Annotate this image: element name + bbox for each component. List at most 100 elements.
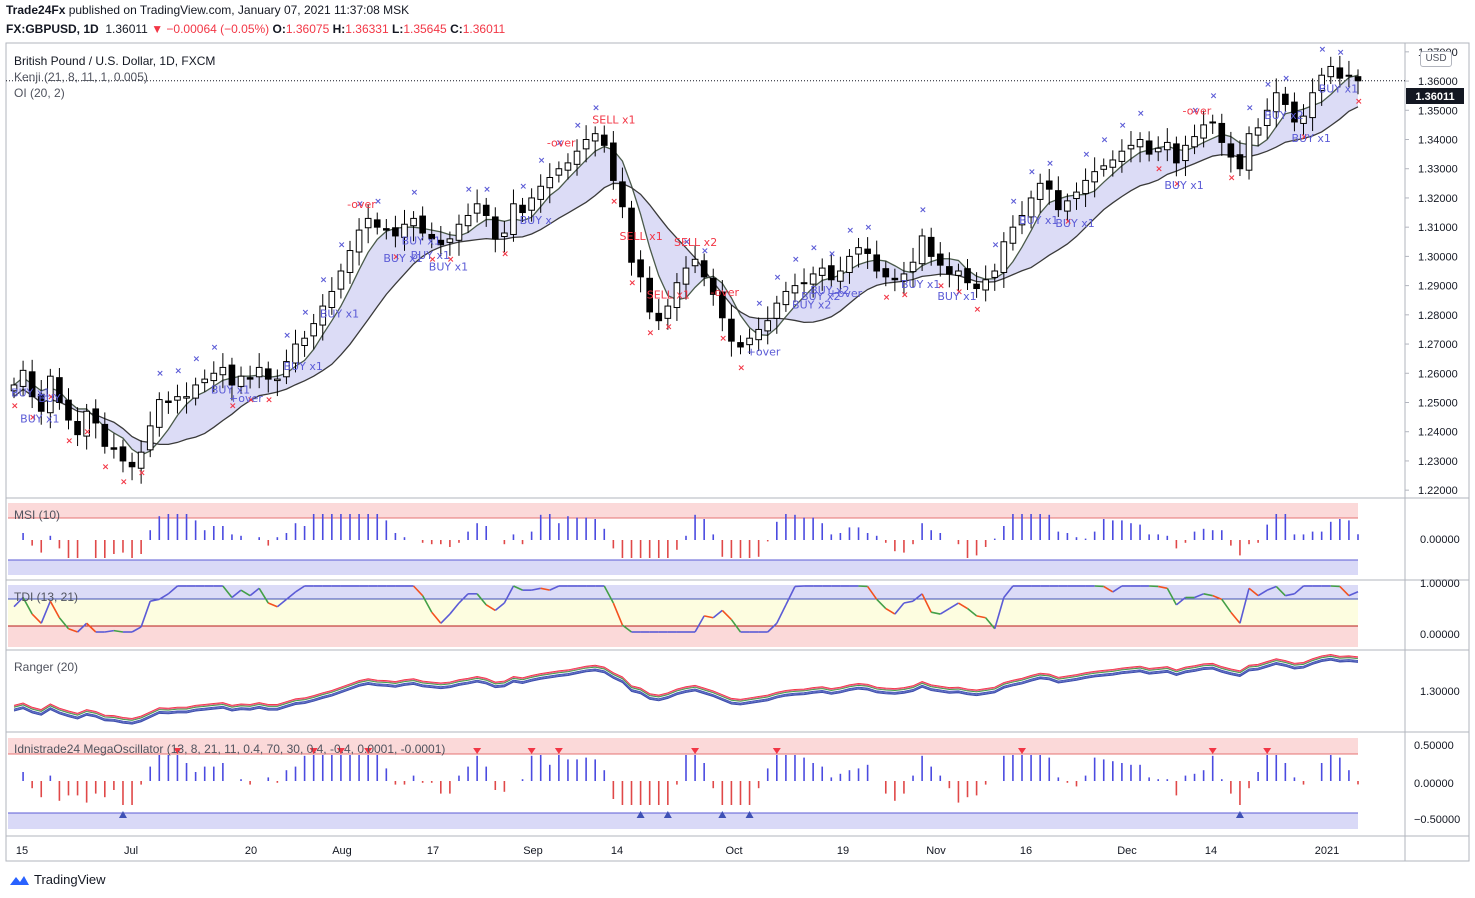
time-axis[interactable]: 15 Jul 20 Aug 17 Sep 14 Oct 19 Nov 16 Dec 14 2021 [16, 845, 1339, 857]
msi-pane[interactable] [8, 503, 1359, 575]
close-label: C: [450, 22, 463, 36]
signal-cross: × [229, 401, 237, 411]
signal-label: BUY x1 [211, 383, 250, 396]
candle-down [392, 227, 399, 237]
candle-up [791, 285, 799, 294]
candle-up [355, 229, 363, 253]
mega-sell-marker [1208, 748, 1217, 754]
price-tick-label: 1.30000 [1418, 251, 1458, 263]
tdi-line-segment [68, 628, 78, 633]
tdi-line-segment [1293, 585, 1305, 595]
candle-up [982, 279, 989, 291]
candle-up [183, 396, 190, 399]
tdi-line-segment [1166, 587, 1178, 606]
signal-cross: × [865, 223, 873, 233]
candle-up [201, 378, 209, 384]
tdi-pane[interactable] [8, 585, 1359, 647]
tdi-line-segment [1003, 585, 1014, 598]
signal-cross: × [501, 249, 509, 259]
ranger-legend: Ranger (20) [14, 660, 78, 674]
candle-up [800, 282, 808, 285]
ranger-tick-label: 1.30000 [1420, 686, 1460, 698]
signal-cross: × [774, 273, 782, 283]
candle-down [927, 236, 935, 257]
signal-cross: × [247, 395, 255, 405]
signal-label: +over [828, 287, 862, 300]
signal-cross: × [792, 255, 800, 265]
tdi-line-segment [77, 622, 88, 633]
candle-down [709, 277, 717, 295]
tdi-line-segment [876, 598, 887, 610]
candle-down [383, 228, 390, 231]
signal-label: -over [1183, 105, 1212, 118]
open-value: 1.36075 [285, 22, 330, 36]
candle-up [1082, 179, 1089, 195]
candle-up [1018, 214, 1026, 226]
megaoscillator-pane[interactable] [8, 738, 1359, 829]
tdi-line-segment [494, 602, 505, 612]
signal-label: BUY x2 [1264, 109, 1303, 122]
mega-sell-marker [527, 748, 536, 754]
tradingview-logo[interactable]: TradingView [8, 872, 106, 887]
candle-down [419, 215, 426, 234]
signal-cross: × [429, 255, 437, 265]
signal-cross: × [737, 363, 745, 373]
candle-up [691, 258, 699, 267]
tdi-line-segment [276, 598, 287, 608]
candle-up [837, 270, 844, 282]
signal-label: BUY x2 [810, 284, 849, 297]
signal-cross: × [883, 293, 891, 303]
tdi-line-segment [776, 604, 787, 624]
tdi-line-segment [931, 611, 941, 615]
signal-cross: × [1210, 92, 1218, 102]
time-tick-label: Aug [332, 845, 352, 857]
candle-down [1173, 143, 1180, 164]
signal-label: BUY x1 [11, 386, 50, 399]
signal-cross: × [211, 343, 219, 353]
tdi-line-segment [440, 613, 451, 624]
tdi-tick-label: 1.00000 [1420, 578, 1460, 590]
tdi-line-segment [885, 607, 896, 615]
candle-up [673, 282, 681, 309]
tdi-line-segment [476, 593, 487, 606]
signal-cross: × [701, 246, 709, 256]
candle-up [591, 133, 599, 142]
candle-down [1336, 67, 1344, 79]
tdi-mid-zone [8, 599, 1358, 626]
signal-label: BUY x1 [1319, 82, 1358, 95]
tdi-tick-label: 0.00000 [1420, 629, 1460, 641]
tdi-line-segment [503, 585, 515, 604]
price-pane[interactable]: × × × × × × × × × × × × × × × × × × × × × × × × × × × × × × × × × × × × × × × ×… [6, 45, 1405, 487]
tdi-line-segment [58, 617, 70, 630]
tdi-line-segment [912, 593, 923, 602]
signal-cross: × [265, 395, 273, 405]
ranger-pane[interactable] [13, 654, 1359, 725]
candle-up [564, 162, 572, 171]
tradingview-cloud-icon [10, 875, 29, 885]
candle-up [19, 369, 27, 387]
candle-up [1064, 200, 1071, 212]
candle-up [337, 270, 345, 290]
candle-down [891, 277, 899, 281]
signal-cross: × [629, 279, 637, 289]
tdi-line-segment [704, 615, 714, 619]
brand-name: TradingView [34, 872, 106, 887]
mega-tick-label: 0.50000 [1414, 740, 1454, 752]
tdi-line-segment [513, 585, 523, 591]
signal-cross: × [992, 241, 1000, 251]
tdi-upper-zone [8, 585, 1358, 599]
candle-down [600, 134, 608, 146]
tdi-line-segment [1257, 589, 1268, 597]
candle-up [1109, 159, 1117, 168]
tdi-line-segment [222, 585, 233, 598]
signal-cross: × [592, 103, 600, 113]
currency-button[interactable]: USD [1420, 51, 1452, 67]
candle-up [1209, 121, 1217, 124]
candle-up [1036, 182, 1044, 200]
signal-label: BUY x1 [320, 307, 359, 320]
signal-cross: × [447, 255, 455, 265]
tdi-legend: TDI (13, 21) [14, 590, 78, 604]
price-tick-label: 1.25000 [1418, 397, 1458, 409]
price-axis[interactable]: 1.370001.360001.350001.340001.330001.320… [1405, 47, 1460, 826]
